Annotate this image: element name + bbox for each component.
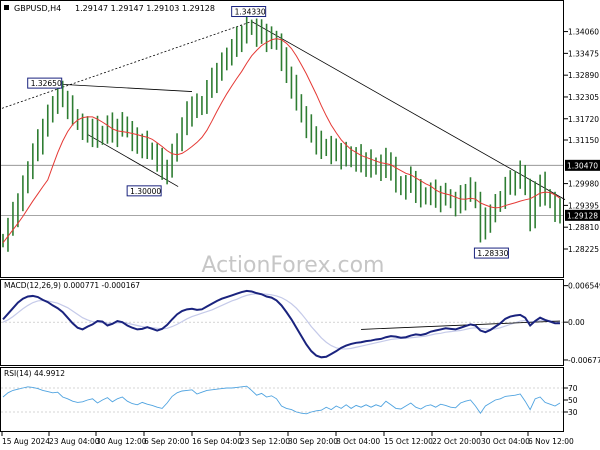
macd-tick-label: -0.006778	[568, 356, 600, 365]
ohlc-label: 1.29147 1.29147 1.29103 1.29128	[75, 4, 215, 13]
rising-dotted-trendline	[1, 21, 252, 109]
price-tick-label: 1.31720	[568, 115, 599, 124]
price-panel: GBPUSD,H4 1.29147 1.29147 1.29103 1.2912…	[0, 0, 600, 278]
price-levels: 1.30470 1.29128	[1, 159, 600, 221]
symbol-label: GBPUSD,H4	[14, 4, 61, 13]
moving-average-line	[2, 38, 561, 244]
price-sma	[2, 38, 561, 244]
macd-title: MACD(12,26,9) 0.000771 -0.000167	[4, 281, 140, 290]
time-tick-label: 23 Sep 12:00	[240, 437, 290, 446]
macd-tick-label: 0.00	[568, 318, 585, 327]
rsi-tick-label: 70	[568, 384, 578, 393]
price-bars	[2, 15, 561, 252]
price-tick-label: 1.28225	[568, 245, 599, 254]
price-axis: 1.34060 1.33475 1.32890 1.32305 1.31720 1.311…	[564, 28, 599, 254]
price-tick-label: 1.32890	[568, 71, 599, 80]
extreme-label-box	[473, 247, 509, 259]
rsi-tick-label: 30	[568, 408, 578, 417]
price-annotations: 1.34330 1.32650 1.30000 1.28330	[27, 6, 509, 259]
price-tick-label: 1.31150	[568, 136, 599, 145]
time-tick-label: 6 Sep 20:00	[144, 437, 190, 446]
time-tick-label: 16 Sep 04:00	[192, 437, 242, 446]
macd-tick-label: 0.006549	[568, 282, 600, 291]
rsi-panel-frame	[0, 367, 564, 432]
price-tick-label: 1.29980	[568, 180, 599, 189]
time-tick-label: 22 Oct 20:00	[432, 437, 481, 446]
macd-line	[2, 289, 560, 359]
price-level-label: 1.29128	[567, 211, 598, 220]
price-tick-label: 1.32305	[568, 93, 599, 102]
price-level-box	[565, 159, 600, 171]
time-tick-label: 30 Sep 20:00	[288, 437, 338, 446]
time-tick-label: 23 Aug 04:00	[49, 437, 100, 446]
price-tick-label: 1.34060	[568, 28, 599, 37]
extreme-label: 1.28330	[477, 249, 508, 258]
wedge-upper-line	[57, 83, 193, 92]
extreme-label-box	[126, 185, 162, 197]
watermark: ActionForex.com	[202, 253, 385, 278]
rsi-line	[2, 385, 561, 415]
extreme-label: 1.30000	[130, 187, 161, 196]
falling-trendline	[251, 21, 566, 200]
macd-support-line	[361, 320, 561, 330]
macd-axis: 0.006549 0.00 -0.006778	[564, 282, 600, 365]
price-tick-label: 1.28810	[568, 223, 599, 232]
macd-lines	[1, 289, 563, 359]
time-tick-label: 15 Aug 2024	[2, 437, 50, 446]
price-level-box	[565, 209, 600, 221]
macd-panel: MACD(12,26,9) 0.000771 -0.000167 0.00654…	[0, 279, 600, 366]
extreme-label-box	[231, 6, 267, 18]
rsi-axis: 70 50 30	[1, 384, 578, 417]
extreme-label: 1.32650	[31, 79, 62, 88]
extreme-label: 1.34330	[235, 8, 266, 17]
symbol-marker	[4, 5, 9, 10]
rsi-title: RSI(14) 44.9912	[4, 369, 65, 378]
macd-panel-frame	[0, 279, 564, 366]
extreme-label-box	[27, 77, 63, 89]
price-tick-label: 1.29395	[568, 201, 599, 210]
time-tick-label: 15 Oct 12:00	[384, 437, 433, 446]
price-tick-label: 1.33475	[568, 49, 599, 58]
time-tick-label: 30 Aug 12:00	[96, 437, 147, 446]
rsi-tick-label: 50	[568, 396, 578, 405]
time-tick-label: 8 Oct 04:00	[336, 437, 380, 446]
price-level-label: 1.30470	[567, 161, 598, 170]
rsi-lines	[2, 385, 561, 415]
time-tick-label: 6 Nov 12:00	[528, 437, 574, 446]
time-tick-label: 30 Oct 04:00	[481, 437, 530, 446]
rsi-panel: RSI(14) 44.9912 70 50 30	[0, 367, 578, 432]
